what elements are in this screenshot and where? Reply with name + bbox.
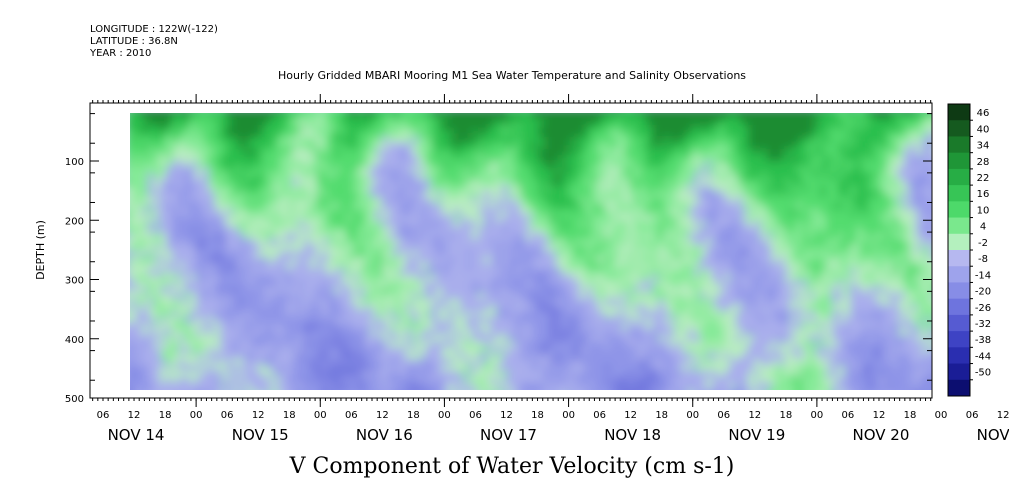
- y-tick-label: 500: [65, 394, 84, 405]
- x-hour-tick-label: 06: [593, 410, 606, 421]
- colorbar-level-label: 4: [980, 222, 986, 233]
- x-hour-tick-label: 06: [842, 410, 855, 421]
- colorbar-level-label: -26: [975, 303, 991, 314]
- colorbar-swatch: [948, 120, 970, 137]
- x-hour-tick-label: 00: [562, 410, 575, 421]
- x-hour-tick-label: 12: [873, 410, 886, 421]
- x-hour-tick-label: 06: [345, 410, 358, 421]
- x-hour-tick-label: 00: [811, 410, 824, 421]
- colorbar-level-label: -50: [975, 368, 991, 379]
- x-hour-tick-label: 00: [686, 410, 699, 421]
- colorbar-swatch: [948, 314, 970, 332]
- x-day-label: NOV 19: [728, 426, 785, 444]
- x-hour-tick-label: 12: [376, 410, 389, 421]
- heatmap-cells: [130, 113, 932, 390]
- colorbar-swatch: [948, 363, 970, 381]
- x-hour-tick-label: 06: [717, 410, 730, 421]
- y-tick-label: 300: [65, 276, 84, 287]
- x-hour-tick-label: 00: [314, 410, 327, 421]
- x-hour-tick-label: 00: [190, 410, 203, 421]
- colorbar-swatch: [948, 152, 970, 170]
- x-hour-tick-label: 12: [500, 410, 513, 421]
- latitude-label: LATITUDE : 36.8N: [90, 36, 178, 47]
- colorbar-level-label: 34: [977, 141, 990, 152]
- colorbar-swatch: [948, 379, 970, 397]
- x-hour-tick-label: 12: [997, 410, 1009, 421]
- x-hour-tick-label: 18: [283, 410, 296, 421]
- x-hour-tick-label: 18: [159, 410, 172, 421]
- x-day-label: NOV 15: [232, 426, 289, 444]
- heatmap-field: [130, 113, 932, 390]
- colorbar-level-label: -8: [978, 254, 988, 265]
- colorbar-level-label: 10: [977, 205, 990, 216]
- colorbar-level-label: -14: [975, 270, 991, 281]
- x-hour-tick-label: 18: [779, 410, 792, 421]
- colorbar-level-label: -20: [975, 287, 991, 298]
- x-hour-tick-label: 18: [655, 410, 668, 421]
- colorbar-level-label: -44: [975, 351, 991, 362]
- colorbar-level-label: 16: [977, 189, 990, 200]
- colorbar: 46 40 34 28 22 16 10 4 -2 -8 -14 -20 -26 -32 -38 -44 -50: [947, 103, 991, 397]
- colorbar-swatch: [948, 250, 970, 267]
- x-axis: 06 12 18 00 06 12 18 00 06 12 18 00 06 12 18 00 06 12 18 00…: [92, 94, 1009, 444]
- y-tick-label: 200: [65, 216, 84, 227]
- colorbar-level-label: 28: [977, 157, 990, 168]
- x-hour-tick-label: 12: [252, 410, 265, 421]
- colorbar-level-label: 40: [977, 124, 990, 135]
- year-label: YEAR : 2010: [90, 48, 152, 59]
- x-day-label: NOV 17: [480, 426, 537, 444]
- colorbar-swatch: [948, 233, 970, 251]
- colorbar-swatch: [948, 136, 970, 154]
- y-axis: 100 200 300 400 500 DEPTH (m): [34, 113, 932, 405]
- x-hour-tick-label: 06: [966, 410, 979, 421]
- x-hour-tick-label: 06: [221, 410, 234, 421]
- x-hour-tick-label: 18: [904, 410, 917, 421]
- x-day-label: NOV 16: [356, 426, 413, 444]
- colorbar-swatch: [948, 217, 970, 235]
- metadata-block: LONGITUDE : 122W(-122) LATITUDE : 36.8N …: [90, 24, 218, 60]
- x-hour-tick-label: 12: [624, 410, 637, 421]
- colorbar-swatch: [948, 282, 970, 300]
- colorbar-swatch: [948, 347, 970, 365]
- x-hour-tick-label: 18: [531, 410, 544, 421]
- colorbar-level-label: 22: [977, 173, 990, 184]
- colorbar-level-label: 46: [977, 108, 990, 119]
- longitude-label: LONGITUDE : 122W(-122): [90, 24, 218, 35]
- y-tick-label: 400: [65, 335, 84, 346]
- y-tick-label: 100: [65, 157, 84, 168]
- x-hour-tick-label: 00: [935, 410, 948, 421]
- x-day-label: NOV 20: [853, 426, 910, 444]
- variable-title: V Component of Water Velocity (cm s-1): [289, 454, 735, 479]
- x-day-label: NOV 18: [604, 426, 661, 444]
- colorbar-swatch: [948, 298, 970, 316]
- colorbar-swatch: [948, 185, 970, 202]
- colorbar-level-label: -38: [975, 335, 991, 346]
- x-hour-tick-label: 00: [438, 410, 451, 421]
- colorbar-swatch: [948, 331, 970, 348]
- x-hour-tick-label: 12: [128, 410, 141, 421]
- x-day-label: NOV 21: [977, 426, 1009, 444]
- x-hour-tick-label: 18: [407, 410, 420, 421]
- colorbar-swatch: [948, 201, 970, 219]
- y-axis-label: DEPTH (m): [34, 220, 47, 280]
- chart-title: Hourly Gridded MBARI Mooring M1 Sea Wate…: [277, 69, 747, 82]
- colorbar-swatch: [948, 104, 970, 121]
- x-hour-tick-label: 12: [748, 410, 761, 421]
- plot-frame: [89, 102, 933, 399]
- x-day-label: NOV 14: [108, 426, 165, 444]
- x-hour-tick-label: 06: [97, 410, 110, 421]
- colorbar-swatch: [948, 266, 970, 283]
- x-hour-tick-label: 06: [469, 410, 482, 421]
- colorbar-swatch: [948, 168, 970, 186]
- colorbar-level-label: -32: [975, 319, 991, 330]
- colorbar-level-label: -2: [978, 238, 988, 249]
